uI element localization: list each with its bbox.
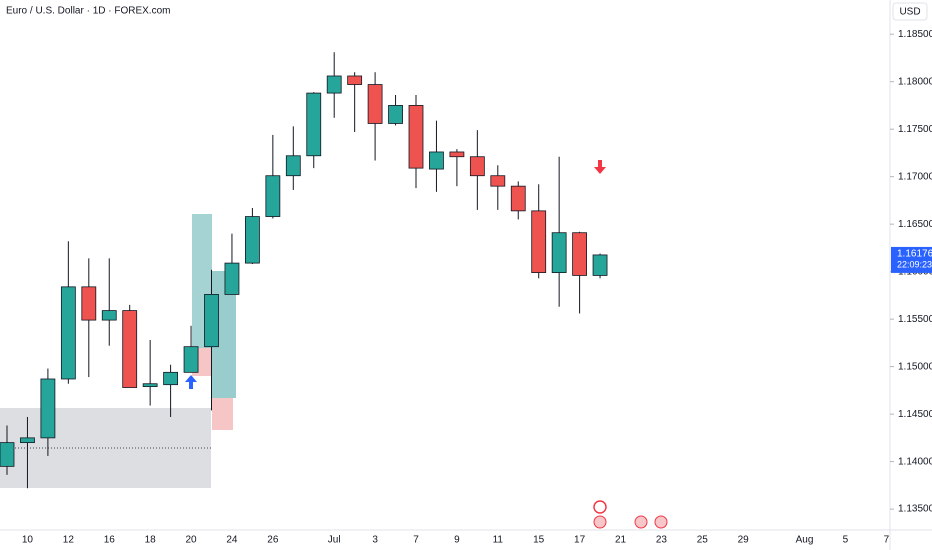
y-tick-label: 1.18000 [898, 76, 932, 87]
candle-body [490, 175, 506, 187]
x-tick-label: 24 [226, 535, 238, 546]
x-tick-label: 29 [738, 535, 750, 546]
candle-body [183, 346, 199, 373]
candle-body [572, 232, 587, 276]
x-tick-label: 9 [454, 535, 460, 546]
y-tick-label: 1.13500 [898, 504, 932, 515]
symbol-title: Euro / U.S. Dollar · 1D · FOREX.com [6, 6, 170, 17]
candle-body [40, 378, 56, 439]
currency-label[interactable]: USD [899, 7, 920, 18]
candle-body [408, 105, 424, 169]
event-icon[interactable] [654, 515, 668, 529]
candle-body [60, 286, 76, 380]
event-icon[interactable] [593, 500, 607, 514]
x-tick-label: 16 [104, 535, 116, 546]
y-tick-label: 1.15500 [898, 314, 932, 325]
candle-body [244, 216, 260, 264]
x-tick-label: 5 [843, 535, 849, 546]
y-tick-label: 1.15000 [898, 361, 932, 372]
candle-body [326, 75, 342, 94]
candle-body [81, 286, 97, 321]
price-label: 1.16176 [897, 249, 932, 260]
candle-body [204, 294, 219, 348]
candle-body [592, 254, 608, 276]
y-tick-label: 1.17500 [898, 124, 932, 135]
x-tick-label: 17 [574, 535, 586, 546]
y-tick-label: 1.16500 [898, 219, 932, 230]
x-tick-label: 10 [22, 535, 34, 546]
y-tick-label: 1.17000 [898, 171, 932, 182]
x-tick-label: Jul [328, 535, 341, 546]
candle-body [0, 442, 15, 467]
x-tick-label: 21 [615, 535, 627, 546]
y-tick-label: 1.18500 [898, 29, 932, 40]
stop-box [212, 398, 233, 430]
candle-body [163, 371, 179, 386]
candle-body [367, 84, 383, 124]
candle-body [449, 151, 465, 158]
buy-arrow [185, 375, 197, 389]
candle-body [101, 310, 117, 321]
candle-body [531, 210, 547, 273]
x-tick-label: 25 [697, 535, 709, 546]
x-tick-label: 7 [413, 535, 419, 546]
currency-button[interactable] [892, 2, 928, 21]
candle-body [469, 156, 485, 177]
x-tick-label: Aug [796, 535, 814, 546]
candle-body [285, 155, 301, 177]
countdown: 22:09:23 [897, 259, 932, 269]
x-tick-label: 12 [63, 535, 75, 546]
price-label-bg [891, 246, 932, 273]
event-icon[interactable] [593, 515, 607, 529]
candle-body [551, 232, 567, 273]
candle-body [429, 151, 444, 170]
x-tick-label: 26 [267, 535, 279, 546]
event-icon[interactable] [634, 515, 648, 529]
x-tick-label: 11 [493, 535, 504, 546]
x-tick-label: 7 [884, 535, 890, 546]
x-tick-label: 3 [372, 535, 378, 546]
y-tick-label: 1.14000 [898, 456, 932, 467]
x-tick-label: 18 [145, 535, 157, 546]
candle-body [347, 75, 363, 85]
x-tick-label: 23 [656, 535, 668, 546]
candle-body [122, 310, 138, 388]
candle-body [224, 262, 240, 295]
x-tick-label: 15 [533, 535, 545, 546]
sell-arrow [594, 160, 606, 174]
candle-body [306, 92, 322, 157]
candle-body [20, 437, 35, 444]
candle-body [388, 105, 403, 124]
candle-body [510, 185, 526, 212]
candle-body [142, 383, 158, 387]
candle-body [265, 175, 281, 217]
x-tick-label: 20 [185, 535, 197, 546]
y-tick-label: 1.14500 [898, 409, 932, 420]
